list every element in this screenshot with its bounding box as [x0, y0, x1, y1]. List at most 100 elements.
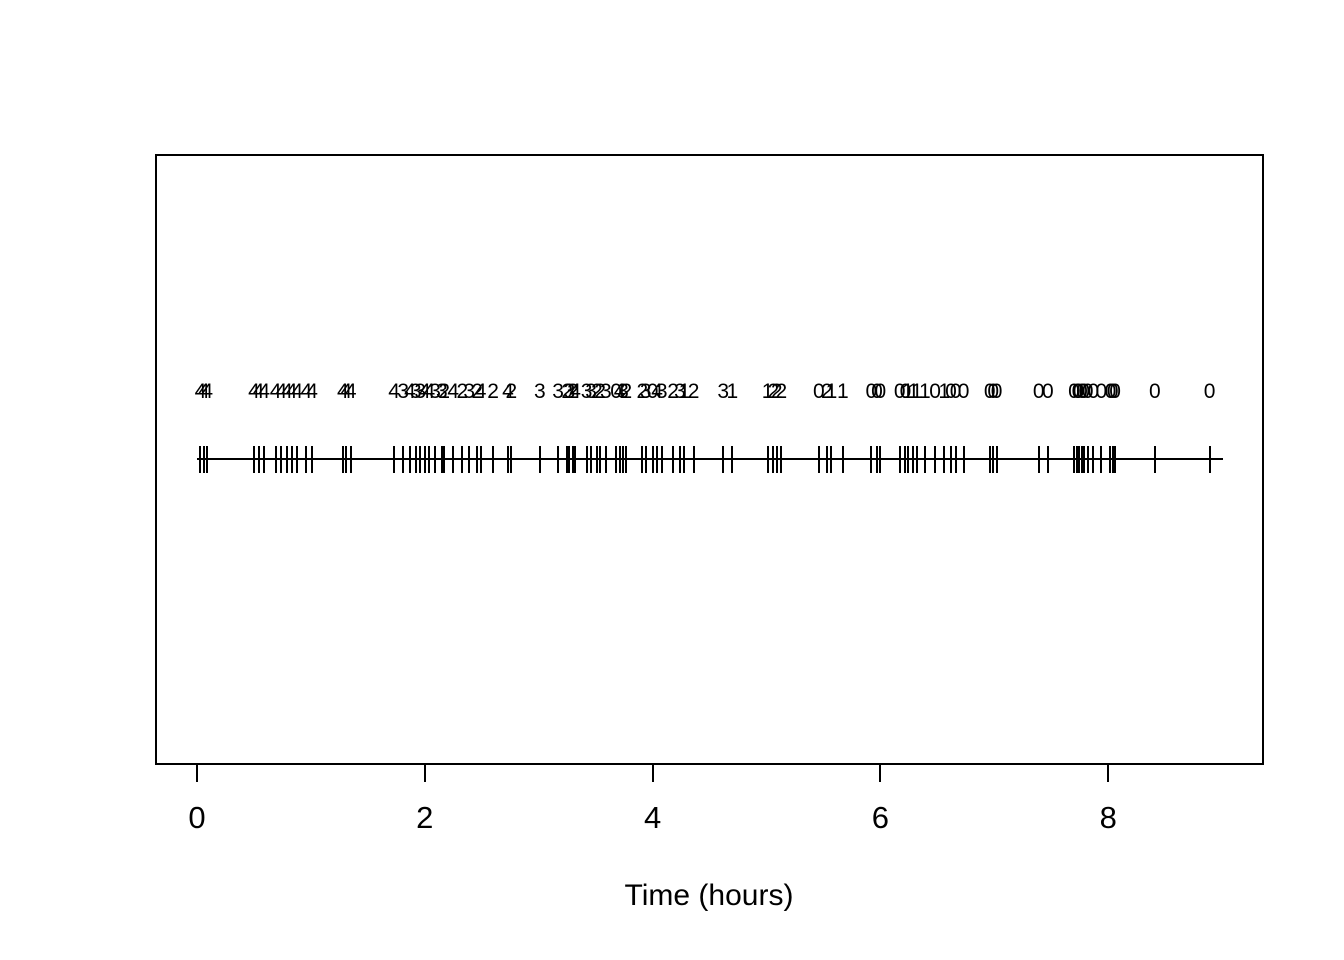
event-count-label: 4: [197, 380, 210, 403]
event-count-label: 1: [761, 380, 774, 403]
event-tick: [923, 446, 926, 473]
event-count-label: 0: [865, 380, 878, 403]
event-count-label: 4: [336, 380, 349, 403]
event-count-label: 4: [300, 380, 313, 403]
event-tick: [566, 446, 569, 473]
event-tick: [656, 446, 659, 473]
event-count-label: 0: [874, 380, 887, 403]
event-count-label: 0: [945, 380, 957, 403]
event-count-label: 4: [418, 380, 431, 403]
x-axis-tick-label: 0: [188, 800, 206, 835]
event-tick: [825, 446, 828, 473]
event-count-label: 1: [901, 380, 914, 403]
event-tick: [618, 446, 621, 473]
event-tick: [950, 446, 953, 473]
event-count-label: 2: [775, 380, 788, 403]
x-axis-tick-label: 2: [416, 800, 434, 835]
event-tick: [571, 446, 574, 473]
event-tick: [1073, 446, 1076, 473]
event-tick: [683, 446, 686, 473]
event-count-label: 0: [813, 380, 825, 403]
event-tick: [912, 446, 915, 473]
event-tick: [1114, 446, 1117, 473]
event-count-label: 4: [340, 380, 353, 403]
event-count-label: 3: [639, 380, 652, 403]
event-tick: [1076, 446, 1079, 473]
event-count-label: 0: [893, 380, 906, 403]
event-count-label: 0: [1109, 380, 1121, 403]
event-tick: [285, 446, 288, 473]
event-count-label: 4: [248, 380, 260, 403]
event-tick: [992, 446, 995, 473]
event-tick: [615, 446, 618, 473]
event-count-label: 4: [474, 380, 487, 403]
event-count-label: 1: [938, 380, 951, 403]
event-count-label: 2: [456, 380, 469, 403]
event-count-label: 0: [957, 380, 970, 403]
event-tick: [290, 446, 293, 473]
event-tick: [651, 446, 654, 473]
event-tick: [408, 446, 411, 473]
event-tick: [585, 446, 588, 473]
event-count-label: 0: [1081, 380, 1094, 403]
event-count-label: 4: [269, 380, 282, 403]
event-tick: [1092, 446, 1095, 473]
event-tick: [568, 446, 571, 473]
event-timeline-line: [197, 458, 1224, 460]
event-count-label: 2: [594, 380, 607, 403]
x-axis-tick-label: 8: [1099, 800, 1117, 835]
event-count-label: 3: [580, 380, 593, 403]
event-count-label: 0: [949, 380, 962, 403]
event-tick: [731, 446, 734, 473]
event-tick: [722, 446, 725, 473]
event-count-label: 4: [194, 380, 207, 403]
event-count-label: 2: [471, 380, 484, 403]
event-tick: [692, 446, 695, 473]
event-tick: [311, 446, 314, 473]
event-tick: [341, 446, 344, 473]
event-tick: [349, 446, 352, 473]
event-count-label: 0: [929, 380, 941, 403]
event-tick: [199, 446, 202, 473]
event-tick: [830, 446, 833, 473]
event-tick: [1109, 446, 1112, 473]
event-count-label: 4: [447, 380, 460, 403]
event-count-label: 3: [436, 380, 448, 403]
event-count-label: 2: [620, 380, 633, 403]
event-tick: [995, 446, 998, 473]
event-count-label: 0: [1072, 380, 1085, 403]
event-count-label: 4: [201, 380, 214, 403]
event-count-label: 3: [414, 380, 427, 403]
event-count-label: 2: [667, 380, 679, 403]
event-count-label: 4: [258, 380, 271, 403]
event-tick: [775, 446, 778, 473]
event-tick: [1046, 446, 1049, 473]
event-tick: [414, 446, 417, 473]
event-tick: [1081, 446, 1083, 473]
event-count-label: 0: [983, 380, 996, 403]
event-tick: [440, 446, 443, 473]
event-tick: [574, 446, 577, 473]
event-tick: [492, 446, 495, 473]
x-axis-tick: [651, 764, 654, 782]
event-count-label: 0: [899, 380, 912, 403]
event-count-label: 1: [678, 380, 691, 403]
event-tick: [443, 446, 446, 473]
event-count-label: 0: [1106, 380, 1119, 403]
event-count-label: 3: [600, 380, 612, 403]
event-tick: [660, 446, 663, 473]
event-tick: [274, 446, 277, 473]
event-count-label: 0: [1203, 380, 1216, 403]
event-tick: [906, 446, 909, 473]
event-count-label: 2: [505, 380, 518, 403]
event-count-label: 3: [463, 380, 476, 403]
event-tick: [621, 446, 624, 473]
event-count-label: 2: [561, 380, 574, 403]
event-count-label: 0: [1087, 380, 1100, 403]
event-tick: [280, 446, 283, 473]
event-count-label: 2: [487, 380, 499, 403]
event-count-label: 0: [1078, 380, 1091, 403]
event-tick: [393, 446, 396, 473]
event-tick: [817, 446, 820, 473]
event-count-label: 2: [821, 380, 833, 403]
